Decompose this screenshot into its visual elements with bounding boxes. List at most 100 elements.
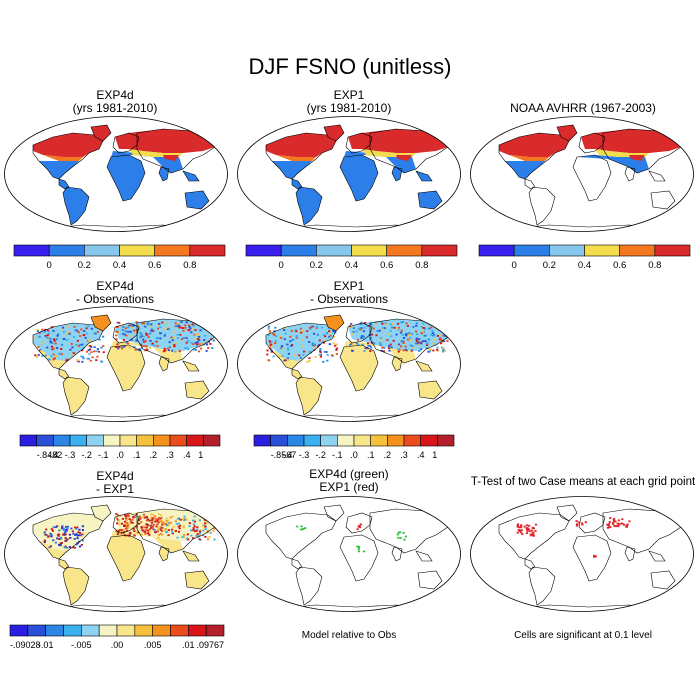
continent-europe — [112, 132, 140, 154]
continent-seAsia — [182, 360, 200, 372]
colorbar-swatch — [63, 624, 82, 637]
snow-band-ea — [115, 129, 215, 153]
colorbar-swatch — [386, 244, 423, 257]
colorbar-tick-label: -.4 — [282, 450, 293, 460]
panel-title-line: T-Test of two Case means at each grid po… — [470, 476, 696, 488]
snow-band-ea — [581, 129, 681, 153]
colorbar-swatch — [53, 434, 71, 447]
continent-australia — [184, 380, 210, 400]
map-exp4d-obs — [4, 306, 228, 422]
continent-southAmerica — [528, 566, 556, 606]
panel-title-exp1-obs: EXP1 - Observations — [234, 280, 464, 306]
continent-europe — [578, 132, 606, 154]
colorbar-tick-label: 0.6 — [148, 260, 161, 271]
panel-title-line: EXP1 (red) — [319, 480, 379, 494]
colorbar-tick-label: .0 — [116, 450, 124, 460]
colorbar-tick-label: 0 — [47, 260, 52, 271]
colorbar-exp4d-obs: -.8482-.4 -.3 -.2 -.1 .0 .1 .2 .3 .4 1 — [19, 434, 221, 460]
colorbar-tick-label: .0 — [350, 450, 358, 460]
colorbar-tick-label: 0.4 — [578, 260, 591, 271]
colorbar-swatch — [36, 434, 54, 447]
map-exp4d — [4, 116, 228, 232]
colorbar-swatch — [134, 624, 153, 637]
colorbar-tick-label: .01 — [182, 640, 195, 650]
continent-europe — [112, 322, 140, 344]
continent-europe — [345, 512, 373, 534]
colorbar-tick-label: -.4 — [48, 450, 59, 460]
map-border — [4, 496, 228, 612]
colorbar-tick-label: -.8482 — [37, 450, 63, 460]
panel-title-ttest: T-Test of two Case means at each grid po… — [466, 476, 700, 489]
colorbar-swatch — [478, 244, 515, 257]
colorbar-tick-label: 0.8 — [648, 260, 661, 271]
colorbar-swatch — [19, 434, 37, 447]
colorbar-swatch — [420, 434, 438, 447]
colorbar-swatch — [13, 244, 50, 257]
colorbar-tick-label: .2 — [384, 450, 392, 460]
note-model-relative: Model relative to Obs — [301, 630, 397, 641]
continent-seAsia — [415, 360, 433, 372]
continent-greenland — [90, 314, 112, 332]
snow-tibet — [629, 155, 645, 161]
colorbar-swatch — [169, 434, 187, 447]
colorbar-tick-label: 0.2 — [543, 260, 556, 271]
colorbar-swatch — [86, 434, 104, 447]
continent-africa — [339, 344, 379, 392]
continent-seAsia — [648, 550, 666, 562]
colorbar-swatch — [403, 434, 421, 447]
continent-greenland — [323, 314, 345, 332]
map-border — [470, 116, 694, 232]
colorbar-tick-label: 0 — [279, 260, 284, 271]
colorbar-tick-label: .3 — [400, 450, 408, 460]
panel-title-exp1: EXP1 (yrs 1981-2010) — [234, 89, 464, 115]
colorbar-tick-label: 0.4 — [113, 260, 126, 271]
continent-northAmerica — [498, 132, 570, 180]
colorbar-tick-label: -.005 — [71, 640, 92, 650]
colorbar-swatch — [119, 434, 137, 447]
colorbar-exp4d: 0 0.2 0.4 0.6 0.8 — [13, 244, 226, 271]
continent-australia — [184, 190, 210, 210]
continent-seAsia — [182, 550, 200, 562]
colorbar-swatch — [287, 434, 305, 447]
continent-centralAmerica — [524, 178, 536, 190]
colorbar-swatch — [69, 434, 87, 447]
continent-southAmerica — [528, 186, 556, 226]
colorbar-tick-label: -.1 — [332, 450, 343, 460]
colorbar-swatch — [98, 624, 118, 637]
continent-greenland — [323, 124, 345, 142]
continent-india — [624, 166, 636, 182]
continent-seAsia — [182, 170, 200, 182]
colorbar-swatch — [316, 244, 352, 257]
colorbar-swatch — [203, 434, 221, 447]
panel-title-line: EXP4d — [96, 88, 134, 102]
continent-australia — [650, 570, 676, 590]
colorbar-swatch — [303, 434, 321, 447]
map-border — [4, 116, 228, 232]
colorbar-swatch — [337, 434, 355, 447]
colorbar-swatch — [437, 434, 455, 447]
snow-tibet — [396, 155, 412, 161]
continent-northAmerica — [265, 132, 337, 180]
continent-southAmerica — [295, 376, 323, 416]
continent-centralAmerica — [58, 178, 70, 190]
continent-northAmerica — [32, 132, 104, 180]
colorbar-swatch — [136, 434, 154, 447]
colorbar-swatch — [353, 434, 371, 447]
continent-africa — [106, 534, 146, 582]
continent-southAmerica — [295, 186, 323, 226]
continent-africa — [339, 534, 379, 582]
colorbar-tick-label: -.1 — [98, 450, 109, 460]
continent-australia — [417, 380, 443, 400]
continent-india — [391, 166, 403, 182]
colorbar-tick-label: 0.6 — [613, 260, 626, 271]
continent-greenland — [90, 504, 112, 522]
continent-southAmerica — [295, 566, 323, 606]
colorbar-tick-label: 0.2 — [78, 260, 91, 271]
colorbar-swatch — [84, 244, 120, 257]
continent-africa — [106, 344, 146, 392]
panel-title-exp4d-obs: EXP4d - Observations — [0, 280, 230, 306]
colorbar-tick-label: 1 — [198, 450, 203, 460]
continent-europe — [345, 132, 373, 154]
colorbar-swatch — [189, 244, 226, 257]
continent-southAmerica — [62, 186, 90, 226]
